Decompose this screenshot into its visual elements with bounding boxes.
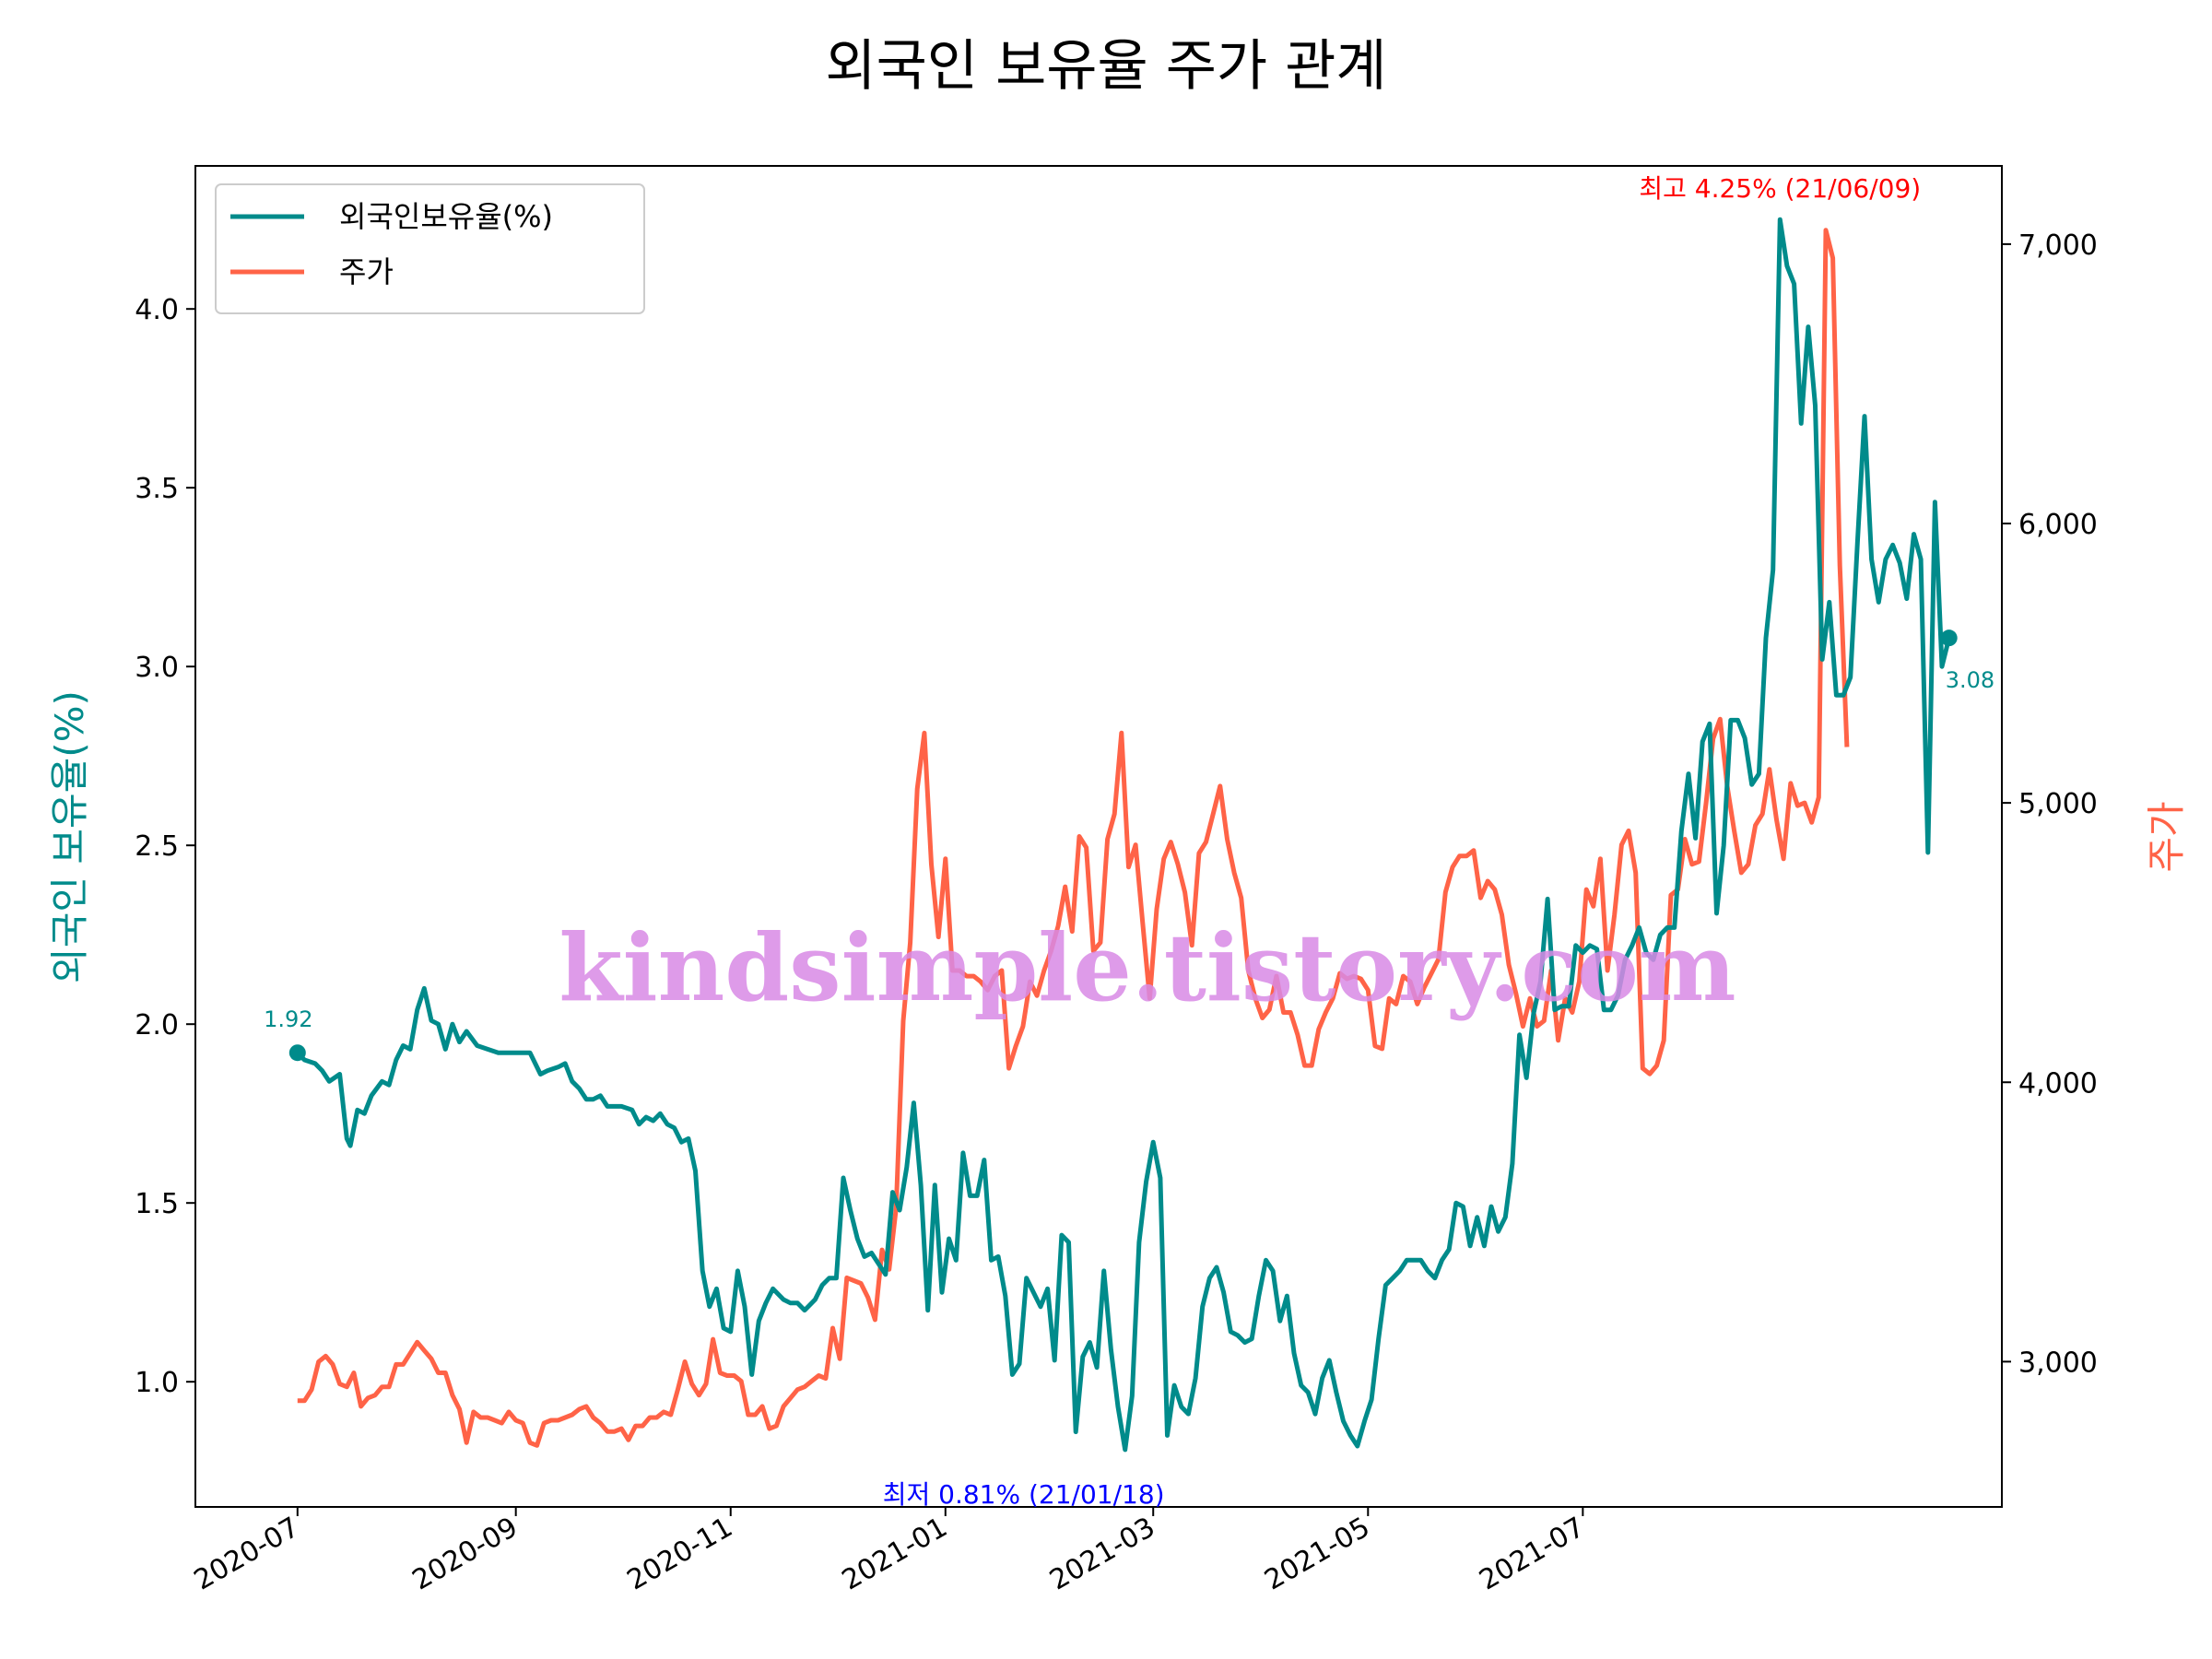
end-point-marker: [1940, 629, 1958, 647]
right-tick-label: 5,000: [2018, 788, 2098, 820]
x-tick-label: 2020-07: [189, 1512, 305, 1597]
plot-area: [194, 165, 2003, 1508]
right-axis: 3,000 4,000 5,000 6,000 7,000: [2002, 229, 2098, 1379]
series-line-price: [297, 228, 1850, 1448]
plot-frame: [194, 165, 2003, 1508]
left-axis-label: 외국인 보유율(%): [47, 690, 92, 983]
x-tick-label: 2021-05: [1259, 1512, 1375, 1597]
min-annotation: 최저 0.81% (21/01/18): [883, 1479, 1165, 1510]
x-tick-label: 2021-03: [1044, 1512, 1160, 1597]
right-axis-label: 주가: [2144, 801, 2189, 872]
x-tick-label: 2020-11: [622, 1512, 738, 1597]
x-axis: 2020-07 2020-09 2020-11 2021-01 2021-03 2021-…: [189, 1507, 1590, 1597]
start-value-label: 1.92: [264, 1006, 312, 1032]
x-tick-label: 2020-09: [407, 1512, 524, 1597]
left-tick-label: 3.0: [135, 652, 179, 684]
end-value-label: 3.08: [1946, 667, 1994, 693]
x-tick-label: 2021-01: [837, 1512, 953, 1597]
left-tick-label: 1.0: [135, 1367, 179, 1399]
legend-box: [215, 183, 645, 314]
series-layer: [296, 217, 1952, 1453]
left-tick-label: 4.0: [135, 294, 179, 326]
right-tick-label: 3,000: [2018, 1347, 2098, 1379]
chart-title: 외국인 보유율 주가 관계: [825, 34, 1386, 99]
series-line-holding: [296, 217, 1952, 1453]
annotations: 1.92 3.08 최고 4.25% (21/06/09) 최저 0.81% (21/…: [264, 173, 1994, 1510]
right-tick-label: 7,000: [2018, 229, 2098, 262]
right-tick-label: 4,000: [2018, 1067, 2098, 1100]
legend-label-holding: 외국인보유율(%): [339, 199, 553, 234]
left-tick-label: 3.5: [135, 473, 179, 505]
left-tick-label: 2.5: [135, 830, 179, 863]
left-tick-label: 1.5: [135, 1188, 179, 1220]
legend: 외국인보유율(%) 주가: [215, 183, 645, 314]
left-axis: 1.0 1.5 2.0 2.5 3.0 3.5 4.0: [135, 294, 195, 1399]
watermark: kindsimple.tistory.com: [559, 913, 1735, 1022]
max-annotation: 최고 4.25% (21/06/09): [1639, 173, 1921, 204]
x-tick-label: 2021-07: [1474, 1512, 1590, 1597]
left-tick-label: 2.0: [135, 1009, 179, 1041]
right-tick-label: 6,000: [2018, 509, 2098, 541]
legend-label-price: 주가: [339, 254, 394, 289]
start-point-marker: [288, 1044, 306, 1062]
